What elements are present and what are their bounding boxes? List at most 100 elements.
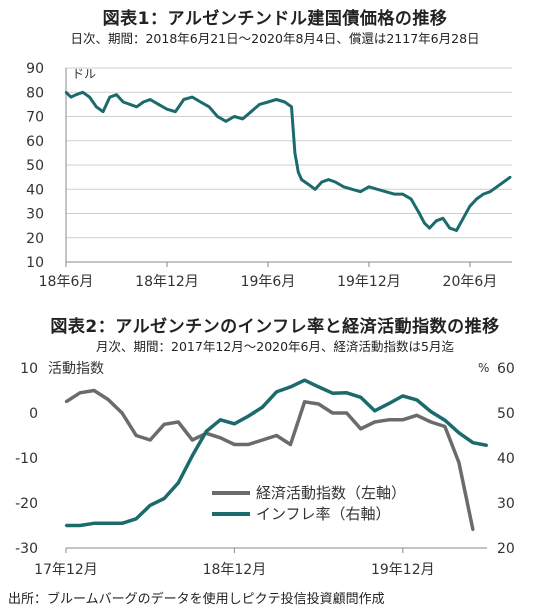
inflation-point [64,524,68,527]
activity-point [317,402,320,406]
bond-price-point [64,91,68,94]
bond-price-point [320,180,324,184]
unit-label: ドル [72,67,96,81]
inflation-point [134,517,138,520]
left-y-tick-label: -20 [15,496,38,512]
source-note: 出所：ブルームバーグのデータを使用しピクテ投信投資顧問作成 [8,592,385,607]
activity-point [92,389,96,392]
bond-price-point [293,151,297,155]
activity-line [65,388,475,531]
bond-price-point [327,178,330,181]
bond-price-point [502,180,505,184]
activity-point [331,411,334,415]
y-tick-label: 50 [26,158,44,174]
y-tick-label: 60 [26,134,44,150]
bond-price-point [148,98,152,101]
activity-point [345,411,348,415]
left-y-tick-label: -30 [15,541,38,557]
inflation-point [205,430,208,433]
activity-point [219,436,222,439]
inflation-point [457,431,461,434]
right-y-tick-label: 50 [497,406,515,422]
inflation-point [247,414,250,418]
x-tick-label: 20年6月 [443,274,498,290]
y-tick-label: 30 [26,207,44,223]
inflation-point [219,418,222,421]
activity-point [373,420,376,424]
inflation-point [415,398,419,402]
bond-price-point [128,103,132,106]
bond-price-point [165,108,169,111]
inflation-point [303,378,306,382]
activity-point [163,423,166,426]
bond-price-point [448,226,451,230]
x-tick-label: 18年12月 [135,274,199,290]
bond-price-point [74,93,78,96]
inflation-point [401,394,404,398]
inflation-point [261,405,264,409]
inflation-point [345,391,348,394]
bond-price-point [359,190,362,193]
activity-point [303,400,306,403]
bond-price-point [392,192,396,196]
bond-price-point [108,95,111,99]
activity-point [415,414,419,417]
inflation-point [78,524,82,527]
chart2-subtitle: 月次、期間：2017年12月～2020年6月、経済活動指数は5月迄 [96,339,454,354]
bond-price-point [101,110,105,113]
inflation-point [443,419,447,422]
inflation-point [233,422,236,425]
left-y-tick-label: 0 [29,406,38,422]
bond-price-point [157,103,160,106]
bond-price-point [435,219,438,222]
bond-price-point [350,188,354,191]
inflation-point [485,444,489,447]
activity-point [457,461,461,464]
y-tick-label: 90 [26,61,44,77]
bond-price-point [81,91,85,94]
inflation-point [120,522,124,525]
bond-price-point [95,105,98,109]
bond-price-point [207,105,211,109]
inflation-point [275,390,278,394]
right-y-tick-label: 30 [497,496,515,512]
bond-price-point [376,188,379,191]
bond-price-point [233,115,236,118]
bond-price-point [495,185,499,189]
bond-price-point [69,95,73,99]
inflation-point [317,385,320,389]
bond-price-point [509,175,512,179]
inflation-line [66,378,488,528]
bond-price-point [182,98,186,101]
left-axis-label: 活動指数 [48,361,104,377]
bond-price-point [174,110,177,113]
activity-point [134,434,138,437]
activity-point [443,425,447,428]
bond-price-point [423,222,426,225]
bond-price-point [334,180,337,184]
inflation-point [471,441,475,444]
right-y-tick-label: 40 [497,451,515,467]
bond-price-point [115,93,118,96]
inflation-point [373,409,376,412]
bond-price-point [142,100,145,104]
bond-price-point [297,171,300,174]
bond-price-point [482,192,485,196]
activity-point [191,438,194,442]
right-y-tick-label: 20 [497,541,515,557]
inflation-point [149,504,152,507]
activity-point [261,438,264,442]
inflation-point [106,522,110,525]
inflation-point [289,385,292,389]
inflation-point [92,522,96,525]
bond-price-point [307,183,310,186]
bond-price-point [461,217,465,220]
activity-point [387,418,390,421]
legend-label-inflation: インフレ率（右軸） [256,505,391,523]
bond-price-point [224,120,228,123]
chart1-subtitle: 日次、期間：2018年6月21日～2020年8月4日、償還は2117年6月28日 [70,31,480,46]
x-tick-label: 19年12月 [337,274,401,290]
left-y-tick-label: 10 [20,361,38,377]
activity-point [471,528,475,532]
bond-price-point [475,197,478,201]
